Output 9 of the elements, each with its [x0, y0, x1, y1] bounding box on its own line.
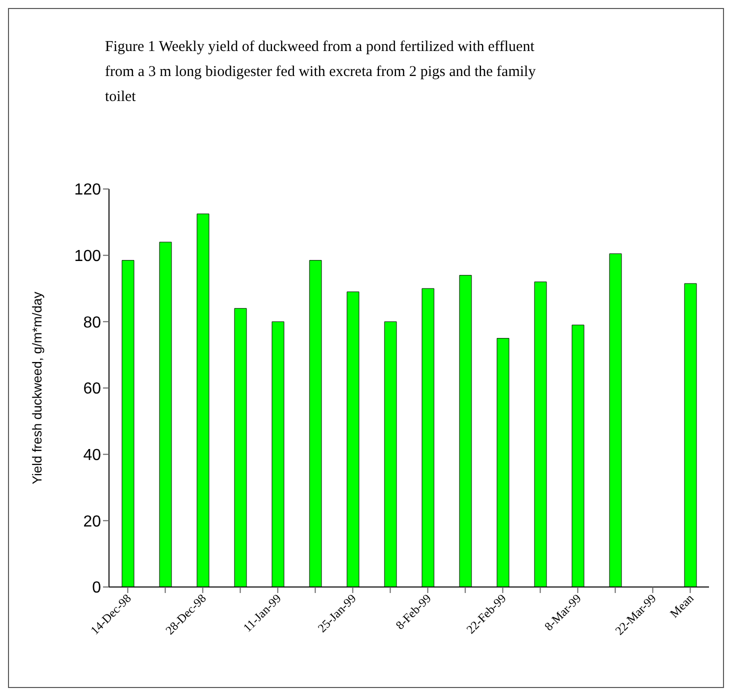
chart-title: Figure 1 Weekly yield of duckweed from a pond fertilized with effluent from a 3 m long biodigester fed with excreta from 2 pigs and the family toilet [105, 38, 537, 107]
y-tick-label: 40 [83, 447, 102, 464]
y-tick-label: 80 [83, 314, 102, 332]
y-tick-label: 100 [74, 248, 102, 266]
y-tick-label: 0 [92, 580, 102, 597]
y-axis-title: Yield fresh duckweed, g/m*m/day [30, 291, 45, 484]
y-tick-label: 60 [83, 380, 102, 398]
y-tick-label: 20 [83, 513, 102, 530]
y-tick-label: 120 [74, 182, 102, 199]
